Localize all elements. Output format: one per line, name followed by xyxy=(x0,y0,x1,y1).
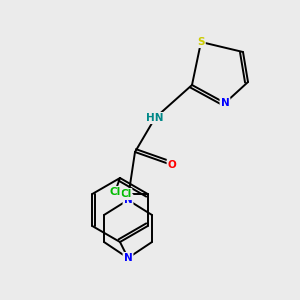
Text: S: S xyxy=(197,37,205,47)
Text: Cl: Cl xyxy=(110,187,121,197)
Text: N: N xyxy=(124,195,132,205)
Text: N: N xyxy=(220,98,230,108)
Text: Cl: Cl xyxy=(120,189,131,199)
Text: O: O xyxy=(168,160,176,170)
Text: HN: HN xyxy=(146,113,164,123)
Text: N: N xyxy=(124,253,132,263)
